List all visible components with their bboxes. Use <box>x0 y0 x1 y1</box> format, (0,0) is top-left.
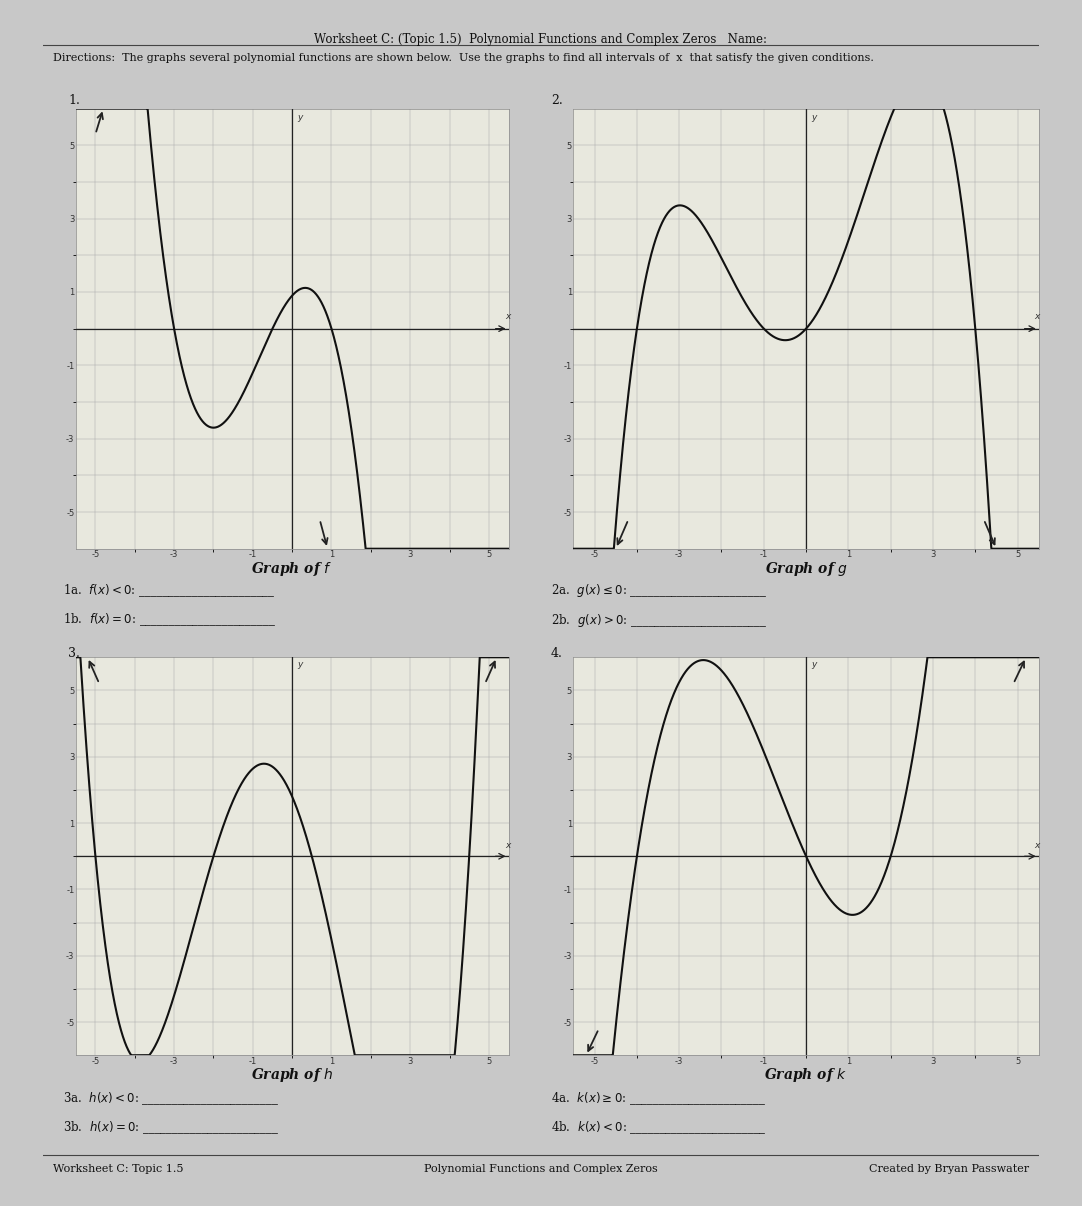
Text: Worksheet C: Topic 1.5: Worksheet C: Topic 1.5 <box>53 1165 184 1175</box>
Text: $x$: $x$ <box>1034 312 1042 322</box>
Text: Directions:  The graphs several polynomial functions are shown below.  Use the g: Directions: The graphs several polynomia… <box>53 53 874 63</box>
Text: $y$: $y$ <box>812 660 819 672</box>
Text: 4a.  $k(x)\geq 0$: _______________________: 4a. $k(x)\geq 0$: ______________________… <box>551 1090 766 1107</box>
Text: Graph of $k$: Graph of $k$ <box>765 1066 847 1084</box>
Text: 3a.  $h(x)<0$: _______________________: 3a. $h(x)<0$: _______________________ <box>63 1090 279 1107</box>
Text: 2b.  $g(x)>0$: _______________________: 2b. $g(x)>0$: _______________________ <box>551 611 767 628</box>
Text: 1.: 1. <box>68 94 80 107</box>
Text: $y$: $y$ <box>296 660 304 672</box>
Text: $x$: $x$ <box>504 841 512 850</box>
Text: $x$: $x$ <box>504 312 512 322</box>
Text: 1a.  $f(x)<0$: _______________________: 1a. $f(x)<0$: _______________________ <box>63 582 276 599</box>
Text: 2a.  $g(x)\leq 0$: _______________________: 2a. $g(x)\leq 0$: ______________________… <box>551 582 767 599</box>
Text: 3.: 3. <box>68 646 80 660</box>
Text: $x$: $x$ <box>1034 841 1042 850</box>
Text: 4b.  $k(x)<0$: _______________________: 4b. $k(x)<0$: _______________________ <box>551 1119 767 1136</box>
Text: Polynomial Functions and Complex Zeros: Polynomial Functions and Complex Zeros <box>424 1165 658 1175</box>
Text: Graph of $f$: Graph of $f$ <box>251 560 333 578</box>
Text: $y$: $y$ <box>296 112 304 123</box>
Text: Created by Bryan Passwater: Created by Bryan Passwater <box>869 1165 1029 1175</box>
Text: $y$: $y$ <box>812 112 819 123</box>
Text: 4.: 4. <box>551 646 563 660</box>
Text: Graph of $h$: Graph of $h$ <box>251 1066 333 1084</box>
Text: 1b.  $f(x)=0$: _______________________: 1b. $f(x)=0$: _______________________ <box>63 611 276 628</box>
Text: 3b.  $h(x)=0$: _______________________: 3b. $h(x)=0$: _______________________ <box>63 1119 279 1136</box>
Text: Graph of $g$: Graph of $g$ <box>765 560 847 578</box>
Text: Worksheet C: (Topic 1.5)  Polynomial Functions and Complex Zeros   Name:: Worksheet C: (Topic 1.5) Polynomial Func… <box>315 34 767 46</box>
Text: 2.: 2. <box>551 94 563 107</box>
